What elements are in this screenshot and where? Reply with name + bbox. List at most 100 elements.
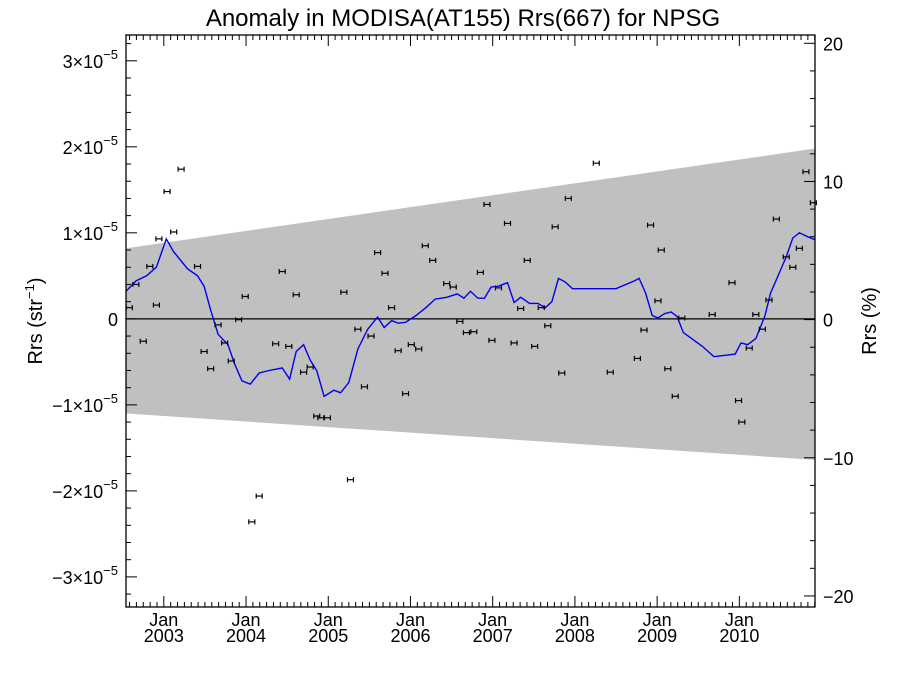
y2-axis-label: Rrs (%) <box>859 287 881 355</box>
data-point <box>678 315 686 321</box>
data-point <box>285 343 293 349</box>
data-point <box>132 281 140 287</box>
y-tick-label: 3×10−5 <box>63 47 118 72</box>
data-point <box>306 364 314 370</box>
data-point <box>381 270 389 276</box>
data-point <box>795 245 803 251</box>
data-point <box>558 370 566 376</box>
data-point <box>517 306 525 312</box>
data-point <box>221 340 229 346</box>
data-point <box>456 318 464 324</box>
data-point <box>606 369 614 375</box>
data-point <box>544 323 552 329</box>
x-tick-year: 2003 <box>144 626 184 646</box>
data-point <box>323 415 332 421</box>
y2-tick-label: 20 <box>823 34 843 54</box>
data-point <box>664 366 672 372</box>
data-point <box>734 398 743 404</box>
data-point <box>170 229 178 235</box>
data-point <box>360 384 369 390</box>
data-point <box>592 160 600 166</box>
data-point <box>354 326 362 332</box>
data-point <box>657 247 665 253</box>
data-point <box>708 312 716 318</box>
data-point <box>476 269 484 275</box>
data-point <box>564 195 572 201</box>
data-point <box>488 337 496 343</box>
y2-tick-label: 10 <box>823 172 843 192</box>
data-point <box>646 222 655 228</box>
data-point <box>200 349 208 355</box>
data-point <box>152 302 161 308</box>
data-point <box>738 419 746 425</box>
data-point <box>633 355 642 361</box>
data-point <box>728 280 736 286</box>
data-point <box>248 519 256 525</box>
x-tick-month: Jan <box>643 610 672 630</box>
y-tick-label: −1×10−5 <box>52 391 118 416</box>
data-point <box>429 257 437 263</box>
plot-frame <box>125 34 816 608</box>
data-point <box>671 393 679 399</box>
x-tick-month: Jan <box>396 610 425 630</box>
data-point <box>802 169 810 175</box>
x-tick-year: 2005 <box>308 626 348 646</box>
data-point <box>531 343 539 349</box>
data-point <box>177 166 185 172</box>
series-line <box>125 231 816 398</box>
chart-title: Anomaly in MODISA(AT155) Rrs(667) for NP… <box>206 5 720 32</box>
y-tick-label: −2×10−5 <box>52 477 118 502</box>
data-point <box>421 243 429 249</box>
data-point <box>758 326 766 332</box>
y-tick-label: 1×10−5 <box>63 219 118 244</box>
y-tick-label: 0 <box>108 310 118 330</box>
data-point <box>523 257 531 263</box>
y-tick-label: 2×10−5 <box>63 133 118 158</box>
data-point <box>782 254 790 260</box>
data-point <box>227 358 235 364</box>
data-point <box>483 201 491 207</box>
data-point <box>299 369 308 375</box>
data-point <box>272 341 280 347</box>
data-point <box>373 250 382 256</box>
x-tick-month: Jan <box>232 610 261 630</box>
data-point <box>640 327 648 333</box>
data-point <box>745 345 753 351</box>
data-point <box>415 346 423 352</box>
data-point <box>278 269 286 275</box>
x-tick-month: Jan <box>560 610 589 630</box>
data-point <box>407 342 415 348</box>
data-point <box>401 391 410 397</box>
y-axis-label: Rrs (str−1) <box>22 277 47 364</box>
data-point <box>449 284 457 290</box>
data-point <box>139 338 147 344</box>
x-tick-year: 2007 <box>473 626 513 646</box>
data-point <box>772 216 780 222</box>
data-point <box>235 317 243 323</box>
x-tick-year: 2008 <box>555 626 595 646</box>
data-point <box>789 264 797 270</box>
data-point <box>654 298 662 304</box>
y-tick-label: −3×10−5 <box>52 563 118 588</box>
data-point <box>146 263 154 269</box>
x-tick-year: 2009 <box>637 626 677 646</box>
data-point <box>462 330 470 336</box>
data-point <box>387 305 396 311</box>
data-point <box>551 224 559 230</box>
data-point <box>214 322 222 328</box>
data-point <box>346 477 355 483</box>
x-tick-month: Jan <box>478 610 507 630</box>
data-point <box>510 340 518 346</box>
data-point <box>394 348 402 354</box>
data-point <box>241 293 249 299</box>
y2-tick-label: 0 <box>823 311 833 331</box>
x-tick-year: 2010 <box>719 626 759 646</box>
data-point <box>292 292 300 298</box>
plot-area: 3×10−5 2×10−5 1×10−5 0 −1×10−5 −2×10−5 −3×10−5… <box>52 34 853 646</box>
data-point <box>155 236 163 242</box>
data-point <box>340 289 348 295</box>
x-tick-month: Jan <box>314 610 343 630</box>
data-point <box>765 297 773 303</box>
x-tick-year: 2004 <box>226 626 266 646</box>
